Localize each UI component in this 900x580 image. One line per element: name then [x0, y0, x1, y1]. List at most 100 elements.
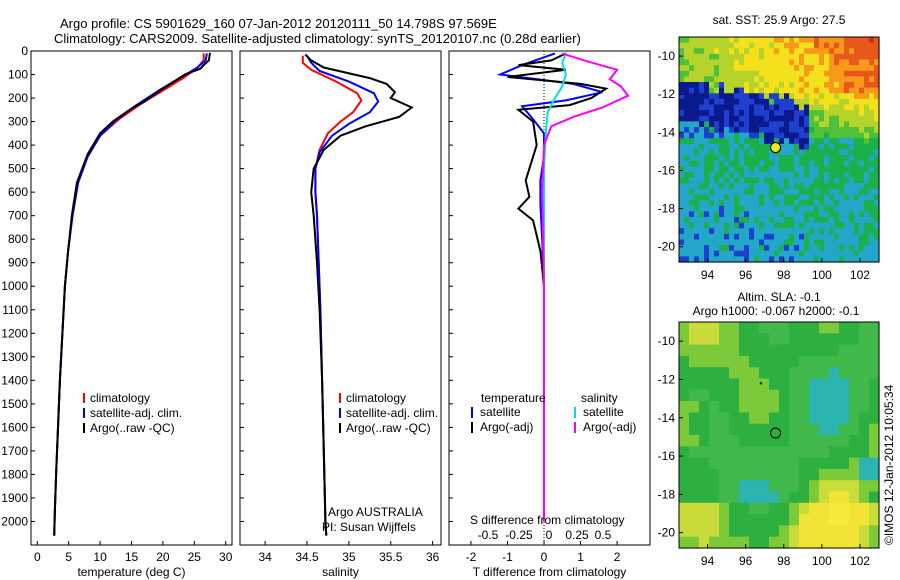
heatmap-cell	[694, 132, 700, 139]
heatmap-cell	[704, 228, 710, 235]
heatmap-cell	[829, 401, 840, 413]
heatmap-cell	[854, 70, 860, 77]
depth-tick-label: 900	[8, 256, 28, 270]
heatmap-cell	[679, 222, 685, 229]
heatmap-cell	[844, 211, 850, 218]
heatmap-cell	[849, 228, 855, 235]
heatmap-cell	[829, 525, 840, 538]
heatmap-cell	[839, 188, 845, 196]
heatmap-cell	[694, 256, 700, 263]
heatmap-cell	[834, 104, 840, 111]
heatmap-cell	[699, 233, 705, 241]
heatmap-cell	[829, 76, 835, 83]
heatmap-cell	[804, 98, 810, 106]
heatmap-cell	[714, 70, 720, 77]
heatmap-cell	[784, 143, 790, 151]
heatmap-cell	[679, 127, 685, 134]
heatmap-cell	[709, 502, 720, 515]
heatmap-cell	[849, 82, 855, 89]
heatmap-cell	[779, 70, 785, 77]
heatmap-cell	[819, 435, 830, 447]
heatmap-cell	[824, 76, 830, 83]
heatmap-cell	[829, 435, 840, 447]
heatmap-cell	[824, 53, 830, 61]
heatmap-cell	[859, 205, 865, 212]
heatmap-cell	[739, 228, 745, 235]
heatmap-cell	[864, 98, 870, 106]
heatmap-cell	[719, 70, 725, 77]
heatmap-cell	[839, 333, 850, 346]
sst-map-cells	[679, 37, 880, 263]
heatmap-cell	[719, 468, 730, 481]
sla-map-subtitle: Argo h1000: -0.067 h2000: -0.1	[693, 304, 860, 318]
heatmap-cell	[829, 378, 840, 391]
map-ytick-label: -16	[658, 163, 676, 177]
heatmap-cell	[779, 480, 790, 493]
heatmap-cell	[839, 132, 845, 139]
heatmap-cell	[799, 423, 810, 436]
heatmap-cell	[709, 53, 715, 61]
heatmap-cell	[779, 233, 785, 241]
heatmap-cell	[809, 491, 820, 504]
heatmap-cell	[709, 344, 720, 357]
heatmap-cell	[729, 188, 735, 196]
heatmap-cell	[839, 389, 850, 402]
heatmap-cell	[874, 245, 880, 252]
heatmap-cell	[824, 222, 830, 229]
heatmap-cell	[784, 183, 790, 190]
heatmap-cell	[744, 98, 750, 106]
heatmap-cell	[759, 446, 770, 459]
heatmap-cell	[859, 378, 870, 391]
heatmap-cell	[729, 446, 740, 459]
heatmap-cell	[809, 121, 815, 128]
heatmap-cell	[824, 138, 830, 145]
heatmap-cell	[744, 37, 750, 44]
heatmap-cell	[789, 502, 800, 515]
heatmap-cell	[689, 82, 695, 89]
heatmap-cell	[714, 132, 720, 139]
heatmap-cell	[714, 98, 720, 106]
heatmap-cell	[749, 138, 755, 145]
heatmap-cell	[694, 155, 700, 162]
heatmap-cell	[869, 138, 875, 145]
heatmap-cell	[854, 143, 860, 151]
heatmap-cell	[739, 423, 750, 436]
heatmap-cell	[714, 160, 720, 167]
heatmap-cell	[779, 222, 785, 229]
heatmap-cell	[759, 104, 765, 111]
heatmap-cell	[699, 245, 705, 252]
difference-profile-xtick-label: 1	[577, 550, 584, 564]
heatmap-cell	[759, 194, 765, 201]
heatmap-cell	[679, 423, 690, 436]
heatmap-cell	[844, 110, 850, 117]
heatmap-cell	[849, 155, 855, 162]
heatmap-cell	[709, 127, 715, 134]
heatmap-cell	[719, 211, 725, 218]
heatmap-cell	[769, 322, 780, 334]
heatmap-cell	[874, 194, 880, 201]
heatmap-cell	[709, 177, 715, 184]
heatmap-cell	[729, 149, 735, 156]
heatmap-cell	[689, 423, 700, 436]
heatmap-cell	[779, 228, 785, 235]
heatmap-cell	[819, 155, 825, 162]
heatmap-cell	[829, 104, 835, 111]
heatmap-cell	[834, 256, 840, 263]
heatmap-cell	[684, 143, 690, 151]
heatmap-cell	[679, 525, 690, 538]
heatmap-cell	[739, 132, 745, 139]
heatmap-cell	[814, 211, 820, 218]
heatmap-cell	[839, 110, 845, 117]
heatmap-cell	[754, 166, 760, 173]
heatmap-cell	[694, 121, 700, 128]
heatmap-cell	[754, 183, 760, 190]
heatmap-cell	[694, 104, 700, 111]
heatmap-cell	[809, 211, 815, 218]
heatmap-cell	[739, 205, 745, 212]
heatmap-cell	[729, 70, 735, 77]
heatmap-cell	[834, 177, 840, 184]
heatmap-cell	[769, 367, 780, 380]
heatmap-cell	[769, 53, 775, 61]
heatmap-cell	[714, 143, 720, 151]
heatmap-cell	[859, 149, 865, 156]
